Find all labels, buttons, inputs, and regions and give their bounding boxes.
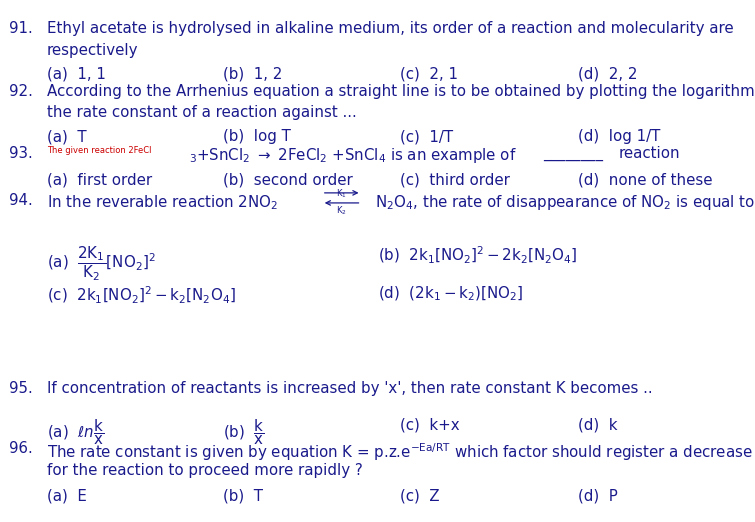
Text: The rate constant is given by equation K = p.z.e$^{-\mathrm{Ea/RT}}$ which facto: The rate constant is given by equation K… <box>47 441 753 463</box>
Text: According to the Arrhenius equation a straight line is to be obtained by plottin: According to the Arrhenius equation a st… <box>47 84 755 99</box>
Text: (c)  third order: (c) third order <box>400 172 510 187</box>
Text: 92.: 92. <box>9 84 33 99</box>
Text: (b)  second order: (b) second order <box>223 172 353 187</box>
Text: (b)  log T: (b) log T <box>223 129 291 145</box>
Text: In the reverable reaction 2NO$_2$: In the reverable reaction 2NO$_2$ <box>47 193 278 212</box>
Text: K$_2$: K$_2$ <box>336 205 347 217</box>
Text: 94.: 94. <box>9 193 32 208</box>
Text: (d)  log 1/T: (d) log 1/T <box>578 129 660 145</box>
Text: (a)  first order: (a) first order <box>47 172 152 187</box>
Text: respectively: respectively <box>47 43 138 58</box>
Text: (c)  $2\mathrm{k}_1\left[\mathrm{NO}_2\right]^2-\mathrm{k}_2\left[\mathrm{N}_2\m: (c) $2\mathrm{k}_1\left[\mathrm{NO}_2\ri… <box>47 284 236 305</box>
Text: (b)  $2\mathrm{k}_1\left[\mathrm{NO}_2\right]^2-2\mathrm{k}_2\left[\mathrm{N}_2\: (b) $2\mathrm{k}_1\left[\mathrm{NO}_2\ri… <box>378 245 577 266</box>
Text: Ethyl acetate is hydrolysed in alkaline medium, its order of a reaction and mole: Ethyl acetate is hydrolysed in alkaline … <box>47 21 733 36</box>
Text: (a)  $\dfrac{2\mathrm{K}_1}{\mathrm{K}_2}\left[\mathrm{NO}_2\right]^2$: (a) $\dfrac{2\mathrm{K}_1}{\mathrm{K}_2}… <box>47 245 156 283</box>
Text: 95.: 95. <box>9 381 32 396</box>
Text: $_3$+SnCl$_2$ $\rightarrow$ 2FeCl$_2$ +SnCl$_4$ is an example of: $_3$+SnCl$_2$ $\rightarrow$ 2FeCl$_2$ +S… <box>189 146 516 165</box>
Text: (c)  Z: (c) Z <box>400 488 439 503</box>
Text: (b)  T: (b) T <box>223 488 263 503</box>
Text: (a)  E: (a) E <box>47 488 87 503</box>
Text: The given reaction 2FeCl: The given reaction 2FeCl <box>47 146 151 155</box>
Text: for the reaction to proceed more rapidly ?: for the reaction to proceed more rapidly… <box>47 463 362 478</box>
Text: N$_2$O$_4$, the rate of disappearance of NO$_2$ is equal to: N$_2$O$_4$, the rate of disappearance of… <box>375 193 755 212</box>
Text: the rate constant of a reaction against ...: the rate constant of a reaction against … <box>47 105 356 121</box>
Text: 91.: 91. <box>9 21 32 36</box>
Text: (a)  $\ell n\dfrac{\mathrm{k}}{\mathrm{x}}$: (a) $\ell n\dfrac{\mathrm{k}}{\mathrm{x}… <box>47 418 104 447</box>
Text: K$_1$: K$_1$ <box>336 187 347 199</box>
Text: If concentration of reactants is increased by 'x', then rate constant K becomes : If concentration of reactants is increas… <box>47 381 652 396</box>
Text: (d)  $\left(2\mathrm{k}_1-\mathrm{k}_2\right)\left[\mathrm{NO}_2\right]$: (d) $\left(2\mathrm{k}_1-\mathrm{k}_2\ri… <box>378 284 522 303</box>
Text: (d)  none of these: (d) none of these <box>578 172 712 187</box>
Text: (c)  1/T: (c) 1/T <box>400 129 453 145</box>
Text: (b)  $\dfrac{\mathrm{k}}{\mathrm{x}}$: (b) $\dfrac{\mathrm{k}}{\mathrm{x}}$ <box>223 418 264 447</box>
Text: reaction: reaction <box>619 146 681 161</box>
Text: (d)  k: (d) k <box>578 418 617 433</box>
Text: (b)  1, 2: (b) 1, 2 <box>223 67 282 82</box>
Text: (a)  T: (a) T <box>47 129 86 145</box>
Text: (d)  P: (d) P <box>578 488 618 503</box>
Text: 96.: 96. <box>9 441 32 456</box>
Text: (a)  1, 1: (a) 1, 1 <box>47 67 106 82</box>
Text: (d)  2, 2: (d) 2, 2 <box>578 67 637 82</box>
Text: (c)  k+x: (c) k+x <box>400 418 460 433</box>
Text: (c)  2, 1: (c) 2, 1 <box>400 67 458 82</box>
Text: 93.: 93. <box>9 146 32 161</box>
Text: ________: ________ <box>544 146 603 161</box>
